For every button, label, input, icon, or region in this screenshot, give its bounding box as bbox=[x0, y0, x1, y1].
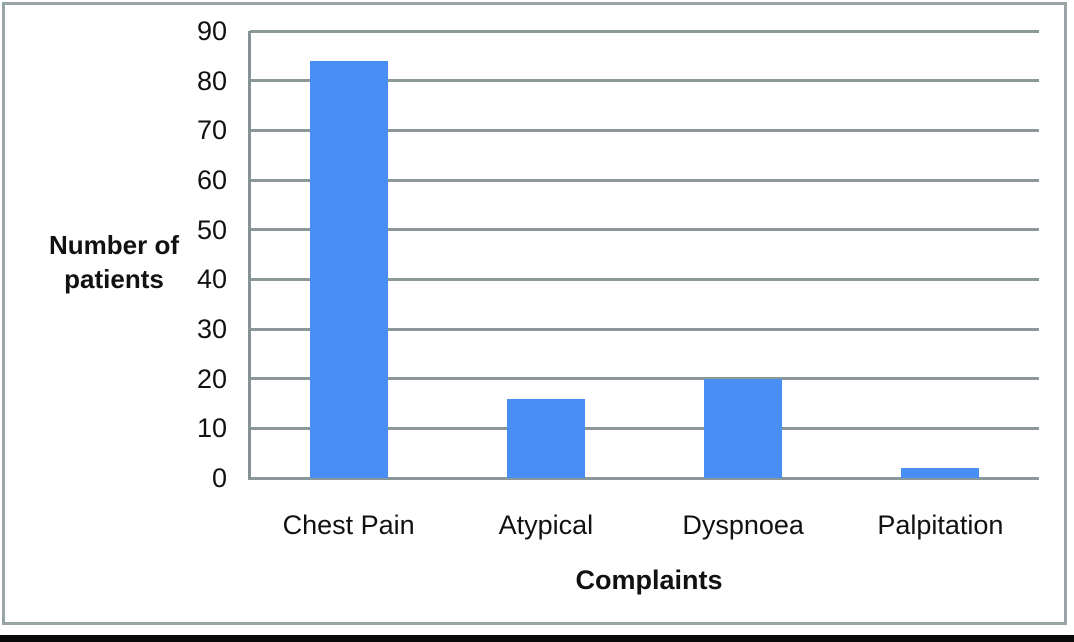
bar-palpitation bbox=[901, 468, 980, 478]
y-axis-title-line1: Number of bbox=[49, 230, 179, 260]
y-tick-label-30: 30 bbox=[196, 314, 227, 344]
chart-border-box: Number of patients Complaints bbox=[2, 2, 1067, 625]
y-axis-title: Number of patients bbox=[29, 228, 199, 296]
y-axis-line bbox=[248, 31, 251, 480]
gridline-60 bbox=[250, 178, 1039, 182]
gridline-80 bbox=[250, 79, 1039, 83]
bar-atypical bbox=[506, 398, 585, 478]
bottom-rule bbox=[0, 635, 1074, 642]
y-tick-label-90: 90 bbox=[196, 16, 227, 46]
gridline-50 bbox=[250, 228, 1039, 232]
bar-dyspnoea bbox=[704, 378, 783, 478]
gridline-70 bbox=[250, 128, 1039, 132]
gridline-10 bbox=[250, 426, 1039, 430]
y-tick-label-10: 10 bbox=[196, 413, 227, 444]
y-tick-label-0: 0 bbox=[211, 463, 227, 493]
bar-chest-pain bbox=[309, 60, 388, 478]
y-tick-label-70: 70 bbox=[196, 115, 227, 146]
gridline-0 bbox=[250, 476, 1039, 480]
y-tick-label-80: 80 bbox=[196, 65, 227, 96]
x-category-label-dyspnoea: Dyspnoea bbox=[682, 510, 804, 540]
gridline-90 bbox=[250, 29, 1039, 33]
x-axis-title: Complaints bbox=[575, 565, 723, 595]
gridline-40 bbox=[250, 277, 1039, 281]
y-axis-title-line2: patients bbox=[64, 264, 164, 294]
y-tick-label-50: 50 bbox=[196, 214, 227, 245]
x-category-label-chest-pain: Chest Pain bbox=[282, 510, 415, 540]
x-category-label-palpitation: Palpitation bbox=[877, 510, 1004, 540]
y-tick-label-60: 60 bbox=[196, 165, 227, 195]
plot-area bbox=[248, 29, 1039, 480]
gridline-30 bbox=[250, 327, 1039, 331]
y-tick-label-40: 40 bbox=[196, 264, 227, 295]
gridline-20 bbox=[250, 377, 1039, 381]
x-category-label-atypical: Atypical bbox=[498, 510, 594, 540]
y-tick-label-20: 20 bbox=[196, 363, 227, 394]
